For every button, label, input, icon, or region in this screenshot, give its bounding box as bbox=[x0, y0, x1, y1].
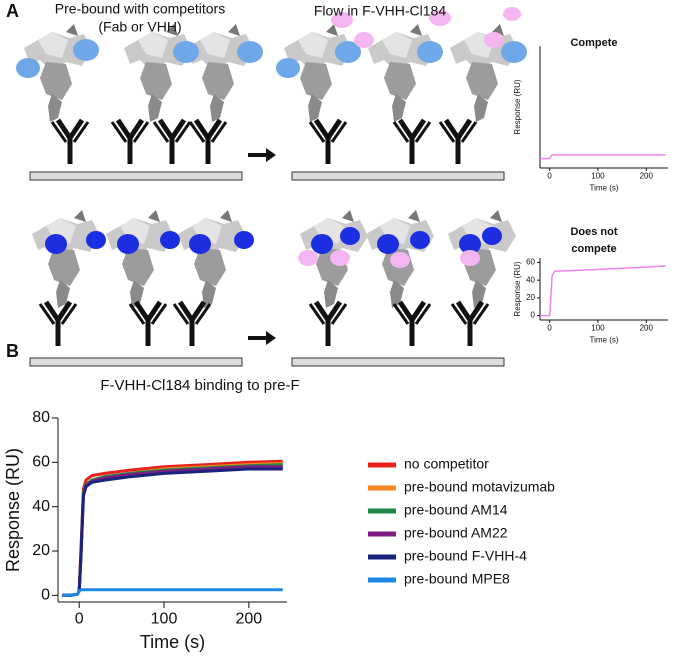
x-tick-label: 100 bbox=[151, 610, 178, 627]
chart-title: F-VHH-Cl184 binding to pre-F bbox=[100, 377, 299, 394]
antibody bbox=[394, 302, 430, 346]
y-tick-label: 40 bbox=[32, 498, 50, 515]
antibody bbox=[310, 302, 346, 346]
vhh bbox=[331, 7, 521, 48]
y-tick-label: 60 bbox=[526, 258, 535, 267]
antibody bbox=[40, 302, 76, 346]
data-line bbox=[540, 265, 666, 317]
surface bbox=[29, 171, 243, 181]
chart-title: Compete bbox=[570, 37, 617, 49]
y-tick-label: 80 bbox=[32, 409, 50, 426]
y-tick-label: 0 bbox=[531, 311, 536, 320]
vhh bbox=[298, 250, 480, 268]
caption: Pre-bound with competitors bbox=[55, 1, 225, 17]
protein bbox=[124, 24, 192, 122]
x-tick-label: 100 bbox=[591, 324, 605, 333]
caption: Flow in F-VHH-Cl184 bbox=[314, 3, 446, 19]
y-axis-label: Response (RU) bbox=[513, 261, 522, 316]
legend-label: no competitor bbox=[404, 456, 489, 472]
protein bbox=[186, 24, 254, 122]
antibody bbox=[154, 120, 190, 164]
protein bbox=[448, 210, 516, 308]
x-tick-label: 200 bbox=[235, 610, 262, 627]
illustration bbox=[16, 7, 527, 367]
antibody bbox=[52, 120, 88, 164]
y-tick-label: 0 bbox=[41, 587, 50, 604]
y-axis-label: Response (RU) bbox=[3, 448, 23, 572]
surface bbox=[291, 357, 505, 367]
row-1 bbox=[16, 7, 527, 181]
data-line bbox=[62, 467, 283, 597]
legend-label: pre-bound motavizumab bbox=[404, 479, 555, 495]
antibody bbox=[452, 302, 488, 346]
antibody bbox=[310, 120, 346, 164]
caption: (Fab or VHH) bbox=[98, 19, 181, 35]
protein bbox=[178, 210, 246, 308]
protein bbox=[106, 210, 174, 308]
arrow bbox=[248, 331, 276, 345]
surface bbox=[291, 171, 505, 181]
x-tick-label: 100 bbox=[591, 172, 605, 181]
protein bbox=[450, 24, 518, 122]
chart-title: Does not bbox=[570, 226, 617, 238]
x-tick-label: 0 bbox=[75, 610, 84, 627]
y-axis-label: Response (RU) bbox=[513, 79, 522, 134]
legend-label: pre-bound F-VHH-4 bbox=[404, 548, 527, 564]
x-axis-label: Time (s) bbox=[589, 336, 618, 345]
x-tick-label: 0 bbox=[547, 324, 552, 333]
x-tick-label: 200 bbox=[640, 324, 654, 333]
x-tick-label: 0 bbox=[547, 172, 552, 181]
surface bbox=[29, 357, 243, 367]
x-tick-label: 200 bbox=[640, 172, 654, 181]
data-line bbox=[62, 465, 283, 597]
antibody bbox=[440, 120, 476, 164]
x-axis-label: Time (s) bbox=[140, 632, 205, 652]
antibody bbox=[190, 120, 226, 164]
panel-label: B bbox=[6, 341, 19, 361]
antibody bbox=[174, 302, 210, 346]
y-tick-label: 20 bbox=[526, 293, 535, 302]
antibody bbox=[130, 302, 166, 346]
arrow bbox=[248, 148, 276, 162]
legend-label: pre-bound MPE8 bbox=[404, 571, 510, 587]
legend-label: pre-bound AM14 bbox=[404, 502, 508, 518]
legend-label: pre-bound AM22 bbox=[404, 525, 508, 541]
panel-label: A bbox=[6, 1, 19, 21]
y-tick-label: 20 bbox=[32, 542, 50, 559]
competitor bbox=[45, 227, 502, 254]
protein bbox=[32, 210, 100, 308]
data-line bbox=[540, 154, 666, 160]
protein bbox=[368, 24, 436, 122]
data-line bbox=[62, 463, 283, 597]
antibody bbox=[394, 120, 430, 164]
row-2 bbox=[29, 210, 516, 367]
x-axis-label: Time (s) bbox=[589, 184, 618, 193]
data-line bbox=[62, 588, 283, 597]
competitor bbox=[16, 39, 527, 78]
chart-title: compete bbox=[571, 243, 616, 255]
y-tick-label: 40 bbox=[526, 275, 535, 284]
antibody bbox=[112, 120, 148, 164]
y-tick-label: 60 bbox=[32, 454, 50, 471]
